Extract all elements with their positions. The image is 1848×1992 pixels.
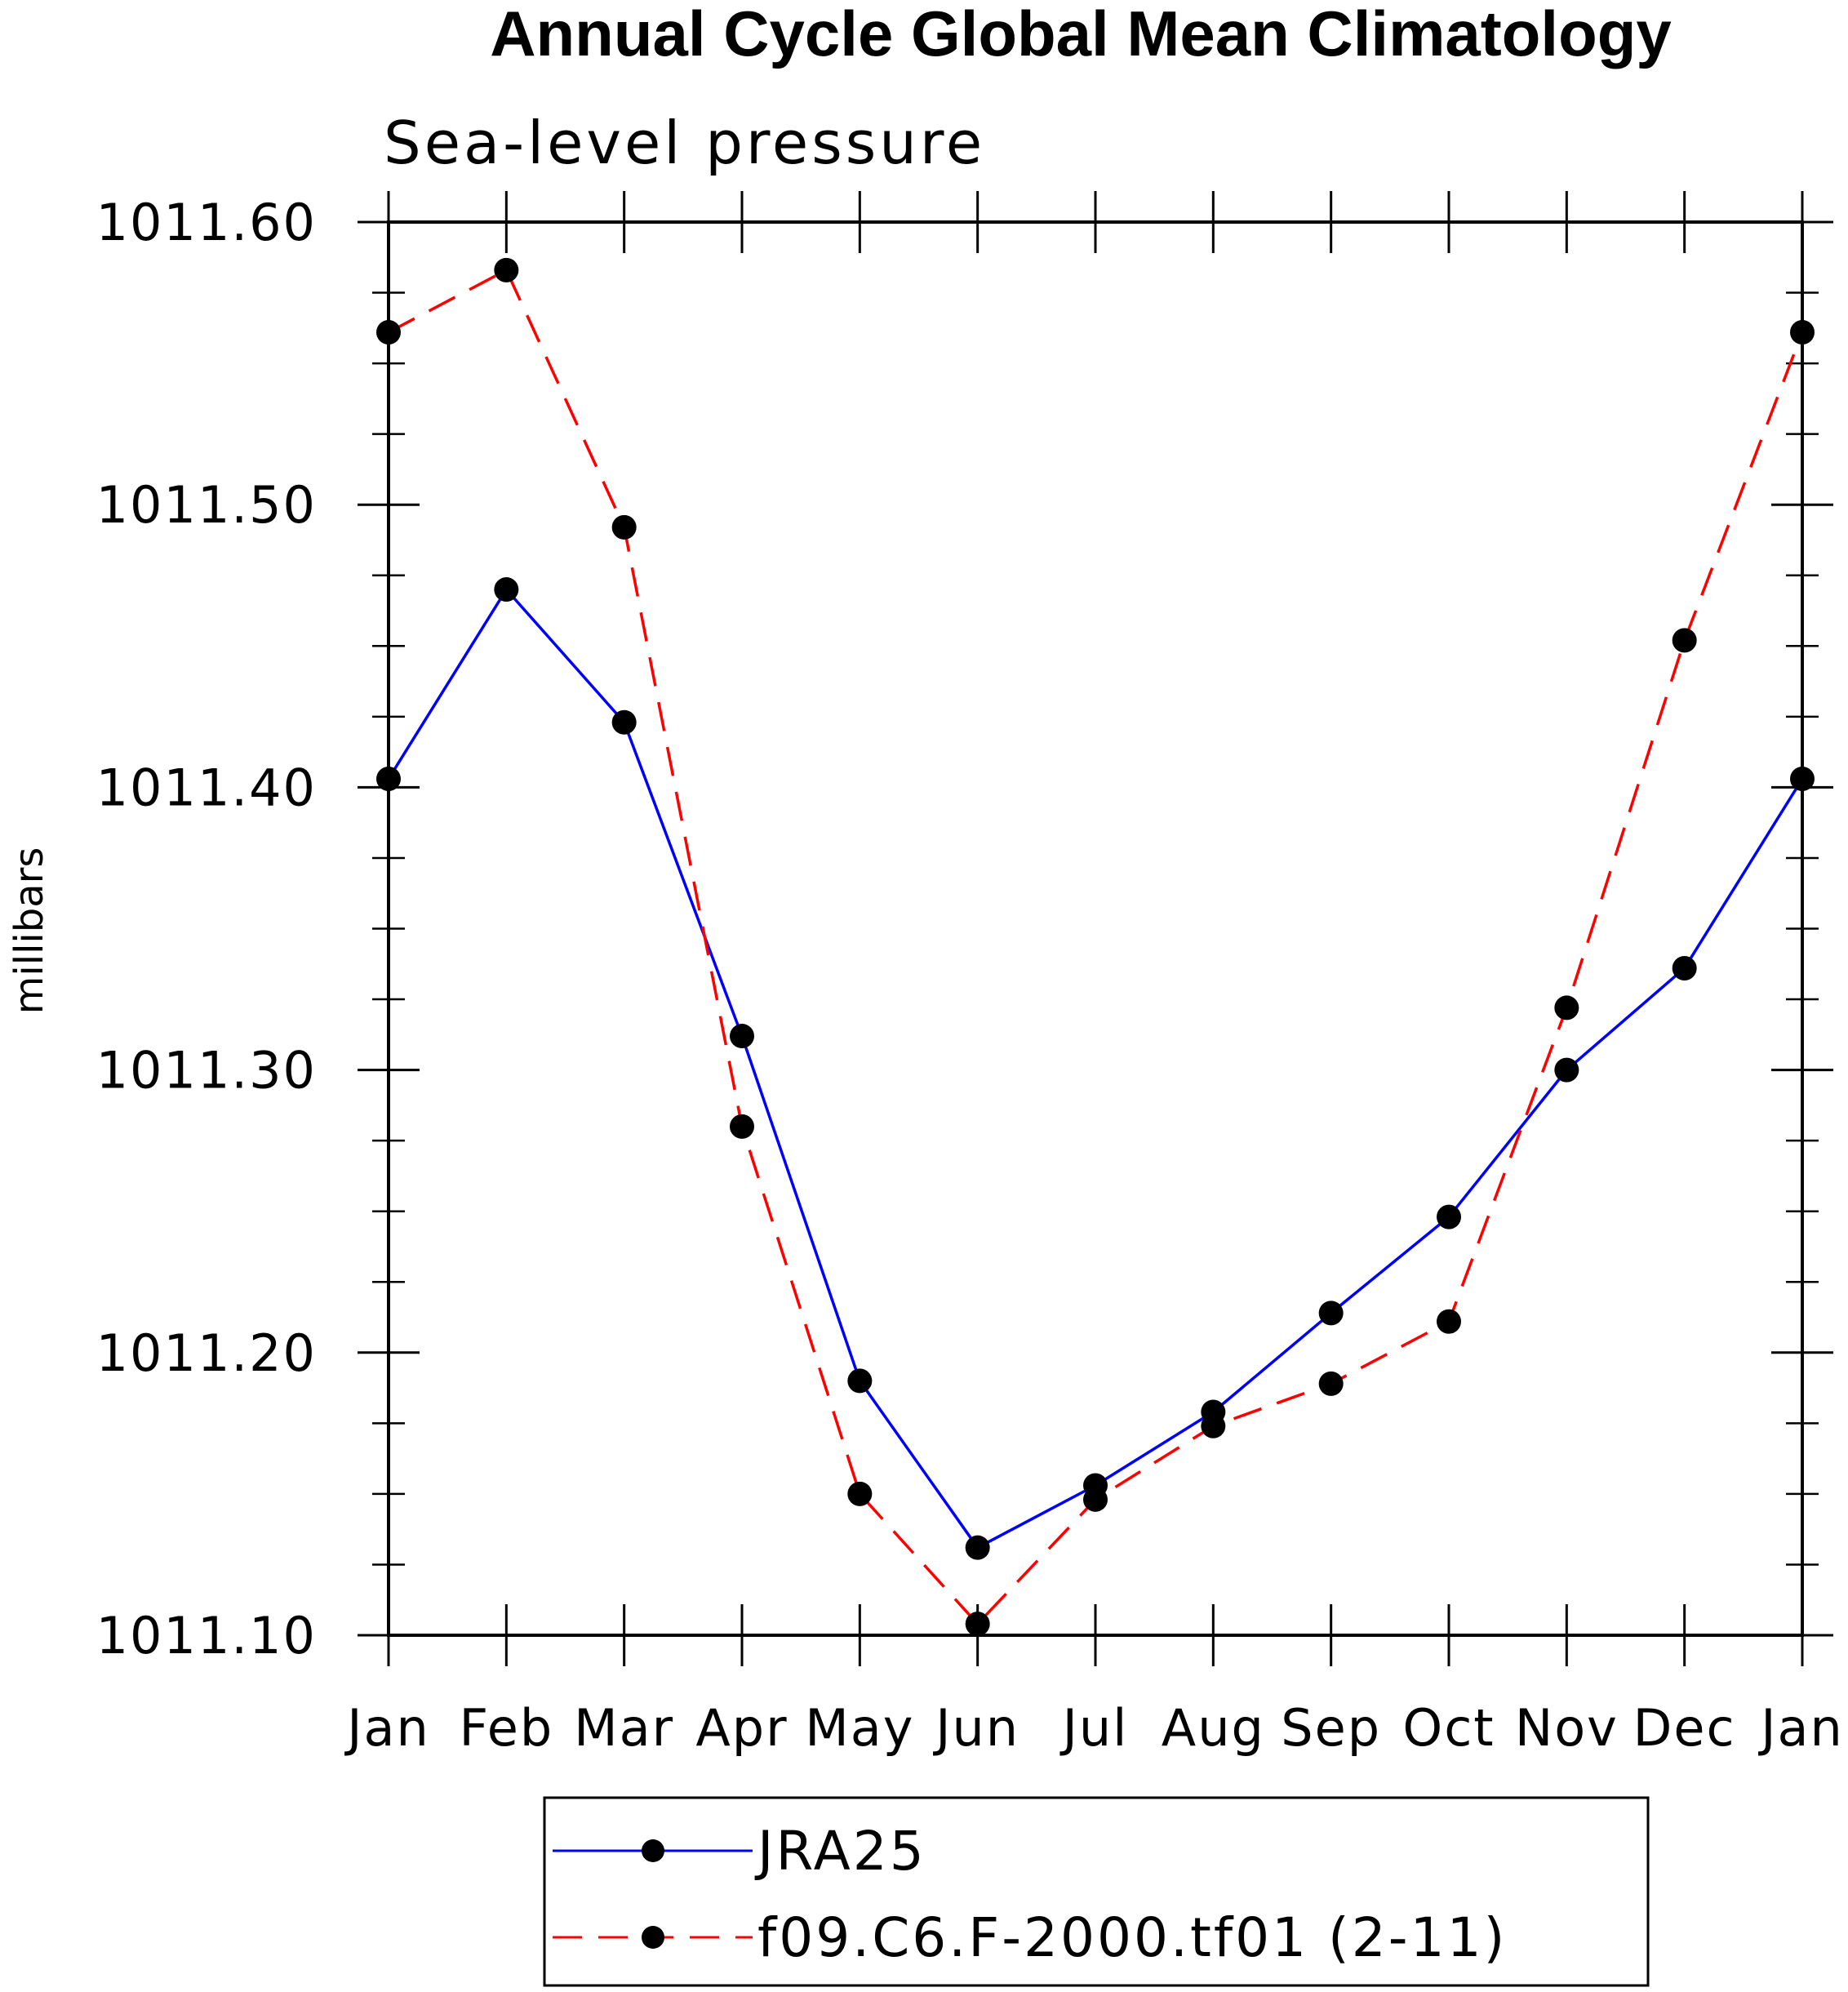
x-tick-label: Sep bbox=[1281, 1698, 1381, 1758]
legend-label-f09: f09.C6.F-2000.tf01 (2-11) bbox=[757, 1906, 1507, 1969]
legend-entry-jra25: JRA25 bbox=[553, 1820, 926, 1883]
series-0-point bbox=[965, 1535, 990, 1560]
plot-axes: Jan Feb Mar Apr May Jun Jul Aug Sep Oct Nov Dec Jan 1… bbox=[96, 191, 1844, 1758]
series-1-point bbox=[1437, 1309, 1461, 1334]
legend-marker-f09 bbox=[642, 1926, 664, 1949]
chart-title: Annual Cycle Global Mean Climatology bbox=[490, 0, 1672, 69]
y-tick-label: 1011.10 bbox=[96, 1606, 317, 1665]
y-tick-label: 1011.50 bbox=[96, 475, 317, 535]
y-tick-label: 1011.60 bbox=[96, 193, 317, 252]
x-tick-label: Jan bbox=[344, 1698, 430, 1758]
series-0-point bbox=[376, 767, 401, 792]
x-tick-label: Nov bbox=[1515, 1698, 1619, 1758]
series-1-point bbox=[1201, 1413, 1226, 1438]
series-1-point bbox=[1672, 628, 1697, 653]
x-tick-label: Aug bbox=[1162, 1698, 1265, 1758]
series-1-point bbox=[376, 320, 401, 345]
y-tick-label: 1011.20 bbox=[96, 1323, 317, 1383]
series-0-point bbox=[1672, 955, 1697, 980]
series-1-point bbox=[1554, 995, 1579, 1020]
series-1-point bbox=[494, 257, 519, 282]
series-0-point bbox=[1790, 767, 1815, 792]
series-0-point bbox=[847, 1368, 873, 1394]
series-0-point bbox=[1554, 1057, 1579, 1083]
x-tick-label: Oct bbox=[1402, 1698, 1495, 1758]
x-tick-label: May bbox=[805, 1698, 914, 1758]
y-tick-label: 1011.40 bbox=[96, 758, 317, 817]
y-axis-label: millibars bbox=[7, 847, 52, 1015]
x-tick-label: Dec bbox=[1633, 1698, 1736, 1758]
series-1-point bbox=[847, 1481, 873, 1506]
x-tick-label: Jan bbox=[1757, 1698, 1844, 1758]
x-tick-label: Jul bbox=[1059, 1698, 1129, 1758]
series-1-point bbox=[1083, 1487, 1108, 1512]
series-0-point bbox=[494, 577, 519, 602]
series-line-1 bbox=[388, 269, 1804, 1625]
series-line-0 bbox=[387, 588, 1804, 1550]
series-0-point bbox=[1437, 1204, 1461, 1229]
series-0-point bbox=[1318, 1301, 1344, 1326]
y-tick-label: 1011.30 bbox=[96, 1041, 317, 1100]
plot-frame bbox=[387, 220, 1804, 1637]
legend-box bbox=[543, 1796, 1650, 1987]
series-layer bbox=[376, 257, 1815, 1637]
legend: JRA25 f09.C6.F-2000.tf01 (2-11) bbox=[543, 1796, 1650, 1987]
series-1-point bbox=[730, 1114, 754, 1139]
x-tick-label: Feb bbox=[459, 1698, 553, 1758]
legend-entry-f09: f09.C6.F-2000.tf01 (2-11) bbox=[553, 1906, 1507, 1969]
chart-subtitle: Sea-level pressure bbox=[384, 109, 985, 177]
series-0-point bbox=[730, 1024, 754, 1049]
x-tick-label: Apr bbox=[695, 1698, 788, 1758]
legend-marker-jra25 bbox=[642, 1839, 664, 1862]
series-0-point bbox=[611, 709, 637, 735]
x-tick-label: Jun bbox=[932, 1698, 1020, 1758]
x-tick-label: Mar bbox=[574, 1698, 674, 1758]
series-1-point bbox=[611, 514, 637, 540]
series-1-point bbox=[1318, 1371, 1344, 1396]
series-1-point bbox=[965, 1612, 990, 1637]
series-1-point bbox=[1790, 320, 1815, 345]
legend-label-jra25: JRA25 bbox=[754, 1820, 926, 1883]
